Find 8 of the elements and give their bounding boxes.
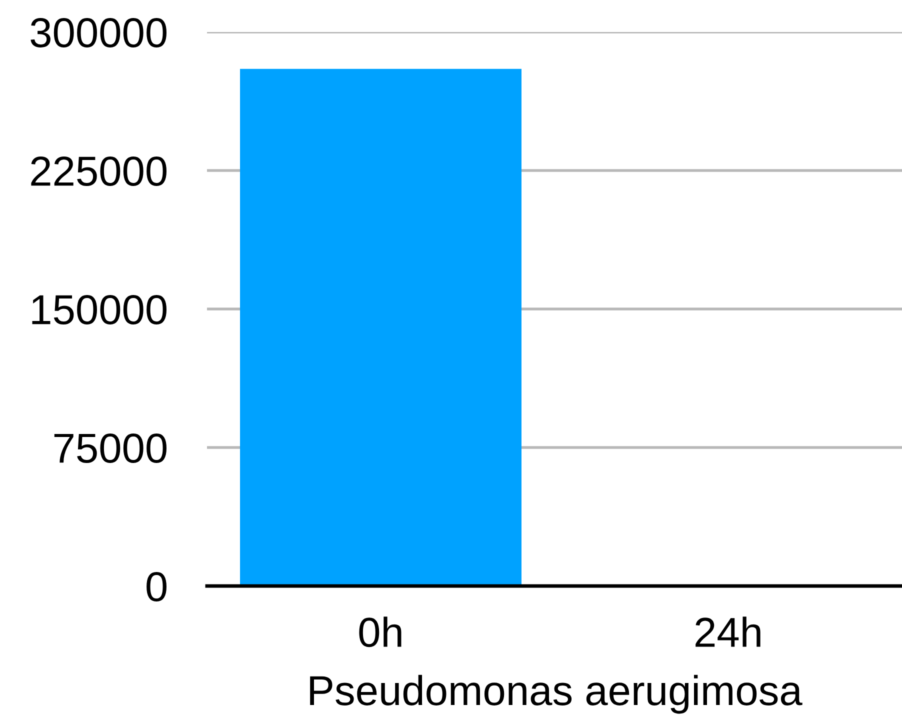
y-tick-label: 0: [146, 572, 166, 602]
y-tick-label: 150000: [32, 295, 167, 325]
x-tick-label: 0h: [359, 616, 402, 648]
y-tick-label: 225000: [31, 156, 167, 186]
y-tick-label: 75000: [54, 434, 166, 464]
x-axis-title: Pseudomonas aerugimosa: [310, 674, 802, 714]
x-tick-label: 24h: [696, 616, 760, 647]
y-tick-label: 300000: [30, 18, 167, 48]
